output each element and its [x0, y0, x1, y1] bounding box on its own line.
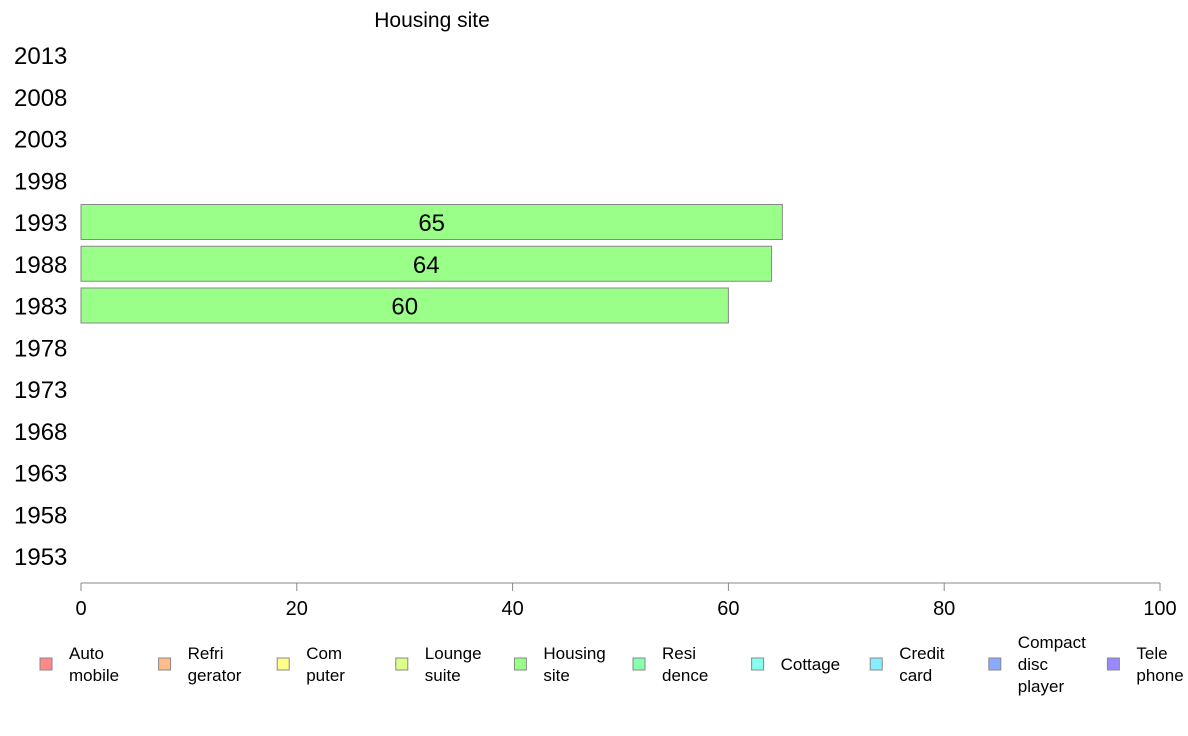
- category-label: 1983: [14, 294, 67, 321]
- x-tick-label: 40: [501, 598, 523, 620]
- legend-label-line: puter: [306, 666, 345, 685]
- legend-label-line: mobile: [69, 666, 119, 685]
- legend-label: Lounge suite: [425, 644, 482, 685]
- legend-label-line: Com: [306, 644, 342, 663]
- category-label: 2013: [14, 43, 67, 70]
- category-label: 1998: [14, 168, 67, 195]
- legend-label: Credit card: [899, 644, 945, 685]
- legend-label: Tele phone: [1136, 644, 1183, 685]
- legend-label: Refri gerator: [188, 644, 242, 685]
- category-label: 1973: [14, 377, 67, 404]
- x-tick-label: 20: [286, 598, 308, 620]
- legend-label-line: dence: [662, 666, 708, 685]
- legend: Auto mobile Refri gerator Com puter Lounge suit…: [39, 633, 1184, 696]
- legend-swatch: [869, 657, 883, 671]
- category-label: 1988: [14, 252, 67, 279]
- legend-label: Com puter: [306, 644, 345, 685]
- legend-swatch: [39, 657, 53, 671]
- legend-label-line: phone: [1136, 666, 1183, 685]
- legend-label: Compact disc player: [1018, 633, 1086, 696]
- legend-label-line: Compact: [1018, 633, 1086, 652]
- legend-label-line: Cottage: [781, 655, 841, 674]
- x-tick-label: 100: [1143, 598, 1176, 620]
- category-label: 2008: [14, 85, 67, 112]
- legend-label-line: disc: [1018, 655, 1049, 674]
- legend-swatch: [632, 657, 646, 671]
- legend-label-line: Credit: [899, 644, 945, 663]
- bar-value-labels: 60 64 65: [391, 210, 445, 321]
- category-label: 1978: [14, 335, 67, 362]
- bar-value-label: 65: [418, 210, 445, 237]
- legend-label: Auto mobile: [69, 644, 119, 685]
- x-tick-label: 0: [75, 598, 86, 620]
- legend-label-line: Housing: [543, 644, 605, 663]
- x-tick-label: 60: [717, 598, 739, 620]
- legend-label: Resi dence: [662, 644, 708, 685]
- legend-label-line: Auto: [69, 644, 104, 663]
- legend-label-line: site: [543, 666, 569, 685]
- legend-swatch: [395, 657, 409, 671]
- x-axis: 0 20 40 60 80 100: [75, 582, 1177, 620]
- bar: [80, 245, 773, 282]
- legend-swatch: [276, 657, 290, 671]
- bar: [80, 287, 729, 324]
- legend-label-line: player: [1018, 677, 1065, 696]
- legend-label-line: Refri: [188, 644, 224, 663]
- legend-label-line: Tele: [1136, 644, 1167, 663]
- category-label: 1993: [14, 210, 67, 237]
- legend-swatch: [1106, 657, 1120, 671]
- legend-label: Housing site: [543, 644, 605, 685]
- category-label: 2003: [14, 127, 67, 154]
- category-labels: 1953 1958 1963 1968 1973 1978 1983 1988 1993 1998…: [14, 43, 67, 571]
- legend-swatch: [751, 657, 765, 671]
- legend-label-line: suite: [425, 666, 461, 685]
- legend-swatch: [513, 657, 527, 671]
- legend-label-line: card: [899, 666, 932, 685]
- category-label: 1963: [14, 461, 67, 488]
- chart-title: Housing site: [374, 9, 490, 32]
- legend-label-line: Resi: [662, 644, 696, 663]
- category-label: 1953: [14, 544, 67, 571]
- bar: [80, 204, 783, 240]
- category-label: 1968: [14, 419, 67, 446]
- legend-swatch: [158, 657, 172, 671]
- bar-value-label: 64: [413, 252, 440, 279]
- x-tick-label: 80: [933, 598, 955, 620]
- legend-label-line: Lounge: [425, 644, 482, 663]
- bars: [80, 204, 783, 324]
- legend-label-line: gerator: [188, 666, 242, 685]
- legend-swatch: [988, 657, 1002, 671]
- category-label: 1958: [14, 502, 67, 529]
- legend-label: Cottage: [781, 655, 841, 674]
- bar-value-label: 60: [391, 294, 418, 321]
